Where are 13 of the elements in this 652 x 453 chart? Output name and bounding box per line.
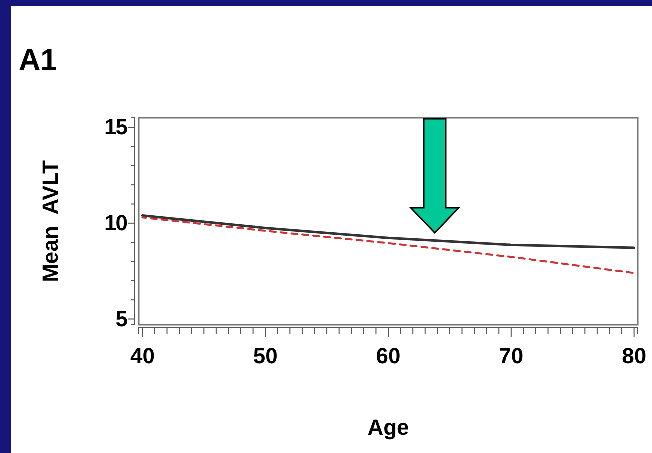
x-axis-title: Age xyxy=(368,415,410,440)
x-tick-label: 40 xyxy=(130,344,155,369)
line-series xyxy=(142,216,636,274)
line-series xyxy=(141,214,636,250)
y-tick-label: 10 xyxy=(104,210,128,236)
x-tick-label: 80 xyxy=(622,344,647,369)
y-tick-label: 5 xyxy=(116,306,128,332)
x-tick-label: 50 xyxy=(253,344,278,369)
x-tick-label: 60 xyxy=(376,344,401,369)
y-tick-label: 15 xyxy=(104,114,128,140)
x-tick-label: 70 xyxy=(499,344,524,369)
chart-title: A1 xyxy=(19,44,58,77)
y-axis-title: Mean AVLT xyxy=(38,160,63,282)
